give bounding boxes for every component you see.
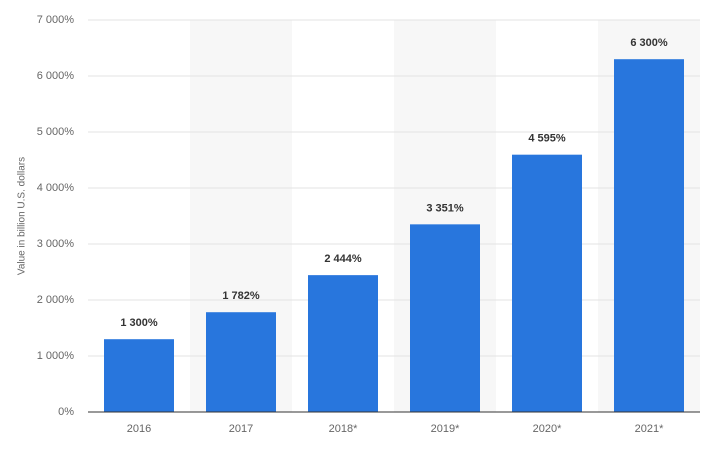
- value-label: 3 351%: [426, 202, 464, 214]
- value-label: 1 782%: [222, 290, 260, 302]
- bar: [512, 154, 582, 412]
- y-tick-label: 6 000%: [37, 70, 75, 82]
- x-tick-label: 2021*: [635, 423, 664, 435]
- bar: [410, 224, 480, 412]
- value-label: 6 300%: [630, 37, 668, 49]
- x-tick-label: 2018*: [329, 423, 358, 435]
- y-tick-label: 0%: [58, 406, 74, 418]
- bar: [206, 312, 276, 412]
- x-tick-label: 2020*: [533, 423, 562, 435]
- y-tick-label: 3 000%: [37, 238, 75, 250]
- bar: [614, 59, 684, 412]
- value-label: 1 300%: [120, 317, 158, 329]
- bar: [104, 339, 174, 412]
- value-label: 4 595%: [528, 133, 566, 145]
- x-tick-label: 2017: [229, 423, 253, 435]
- bar: [308, 275, 378, 412]
- y-tick-label: 5 000%: [37, 126, 75, 138]
- y-tick-label: 4 000%: [37, 182, 75, 194]
- x-tick-label: 2019*: [431, 423, 460, 435]
- y-tick-label: 2 000%: [37, 294, 75, 306]
- y-tick-label: 7 000%: [37, 14, 75, 26]
- x-tick-label: 2016: [127, 423, 151, 435]
- y-tick-label: 1 000%: [37, 350, 75, 362]
- y-axis-label: Value in billion U.S. dollars: [17, 157, 28, 275]
- value-label: 2 444%: [324, 253, 362, 265]
